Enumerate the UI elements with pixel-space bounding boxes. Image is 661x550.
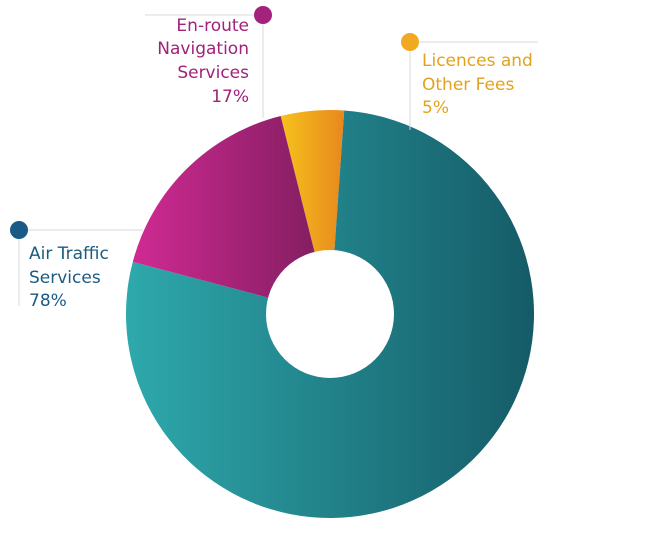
label-en-route-navigation-services: En-route Navigation Services 17% (145, 6, 272, 118)
donut-hole (266, 250, 394, 378)
marker-dot-en-route-navigation-services (254, 6, 272, 24)
label-air-traffic-services: Air Traffic Services 78% (10, 221, 143, 311)
label-licences-and-other-fees: Licences and Other Fees 5% (401, 33, 538, 130)
marker-dot-air-traffic-services (10, 221, 28, 239)
slice-label-air-traffic-services-line-0: Air Traffic (29, 244, 109, 264)
slice-value-en-route-navigation-services: 17% (211, 87, 249, 107)
slice-value-licences-and-other-fees: 5% (422, 98, 449, 118)
slice-label-licences-and-other-fees-line-1: Other Fees (422, 75, 514, 95)
marker-dot-licences-and-other-fees (401, 33, 419, 51)
slice-en-route-navigation-services (132, 116, 330, 314)
slice-value-air-traffic-services: 78% (29, 291, 67, 311)
slice-label-en-route-navigation-services-line-0: En-route (176, 16, 249, 36)
labels-layer: Licences and Other Fees 5% Air Traffic Servi… (10, 6, 538, 311)
slice-label-air-traffic-services-line-1: Services (29, 268, 101, 288)
slice-label-licences-and-other-fees-line-0: Licences and (422, 51, 533, 71)
slice-label-en-route-navigation-services-line-2: Services (177, 63, 249, 83)
slice-label-en-route-navigation-services-line-1: Navigation (157, 39, 249, 59)
